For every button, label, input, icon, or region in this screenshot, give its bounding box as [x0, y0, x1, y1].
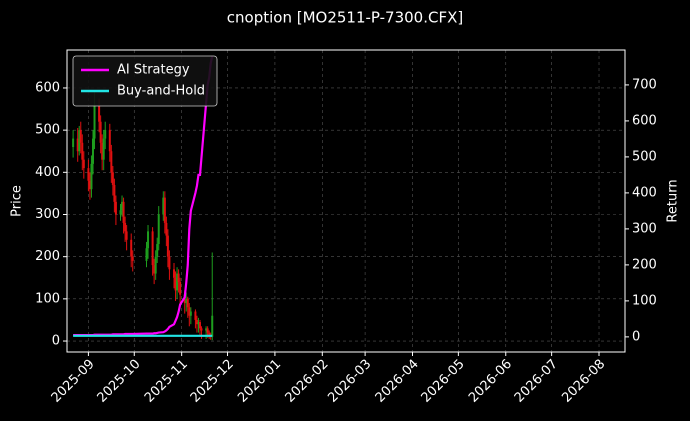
candle-body [174, 277, 177, 291]
y2-tick-label: 100 [632, 293, 657, 308]
candle-body [157, 214, 160, 245]
candle-body [186, 298, 189, 308]
y2-tick-label: 400 [632, 185, 657, 200]
y-tick-label: 100 [35, 291, 60, 306]
candle-body [199, 322, 202, 329]
candle-body [206, 328, 209, 333]
legend-label: Buy-and-Hold [117, 84, 205, 99]
candle-body [205, 328, 208, 331]
candle-body [78, 130, 81, 152]
chart-title: cnoption [MO2511-P-7300.CFX] [227, 9, 463, 27]
candle-body [102, 138, 105, 160]
candle-body [87, 168, 90, 181]
candle-body [91, 138, 94, 164]
candle-body [195, 319, 198, 325]
candle-body [82, 159, 85, 169]
candle-body [197, 322, 200, 325]
candle-body [177, 273, 180, 282]
candle-body [176, 273, 179, 291]
candle-body [179, 281, 182, 295]
candle-body [122, 201, 125, 223]
y2-tick-label: 600 [632, 113, 657, 128]
legend-label: AI Strategy [117, 63, 190, 78]
candle-body [131, 256, 134, 261]
candle-body [111, 172, 114, 185]
y2-tick-label: 0 [632, 329, 640, 344]
candle-body [165, 222, 168, 236]
candle-body [154, 256, 157, 274]
y-tick-label: 0 [52, 334, 60, 349]
candle-body [185, 298, 188, 304]
candle-body [211, 315, 214, 337]
y-tick-label: 600 [35, 80, 60, 95]
candle-body [145, 248, 148, 261]
candle-body [151, 231, 154, 266]
candle-body [200, 328, 203, 331]
y2-tick-label: 500 [632, 149, 657, 164]
y2-tick-label: 200 [632, 257, 657, 272]
y-tick-label: 300 [35, 207, 60, 222]
y2-axis-label: Return [666, 179, 681, 222]
candle-body [108, 130, 111, 152]
candle-body [147, 231, 150, 249]
candle-body [173, 269, 176, 278]
candle-body [124, 222, 127, 232]
candle-body [72, 138, 75, 148]
candle-body [121, 201, 124, 211]
candle-body [166, 235, 169, 257]
candle-body [90, 163, 93, 190]
y-tick-label: 400 [35, 165, 60, 180]
candle-body [208, 332, 211, 335]
candle-body [76, 138, 79, 152]
y2-tick-label: 700 [632, 77, 657, 92]
candle-body [194, 311, 197, 320]
candle-body [188, 307, 191, 316]
candle-body [99, 121, 102, 143]
candle-body [114, 201, 117, 215]
candle-body [163, 197, 166, 223]
y-axis-label: Price [10, 185, 25, 217]
candle-body [156, 244, 159, 257]
candle-body [153, 265, 156, 274]
candle-body [189, 311, 192, 316]
candle-body [88, 180, 91, 190]
y-tick-label: 200 [35, 249, 60, 264]
candle-body [79, 130, 82, 143]
candle-body [93, 104, 96, 139]
candle-body [119, 210, 122, 215]
candle-body [110, 151, 113, 173]
candle-body [81, 142, 84, 160]
candle-body [168, 256, 171, 270]
candle-body [130, 239, 133, 257]
candle-body [104, 130, 107, 139]
legend-box [72, 55, 218, 107]
candle-body [98, 104, 101, 122]
candle-body [162, 197, 165, 215]
candle-body [125, 231, 128, 240]
y-tick-label: 500 [35, 123, 60, 138]
y2-tick-label: 300 [632, 221, 657, 236]
candle-body [101, 142, 104, 160]
plot-frame [66, 49, 626, 353]
candle-body [113, 184, 116, 202]
